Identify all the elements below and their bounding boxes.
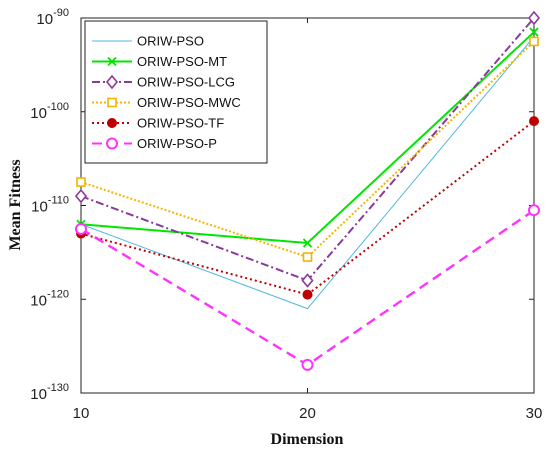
y-tick-exponent: -100: [47, 101, 69, 113]
x-tick-label: 10: [73, 405, 90, 422]
legend-item: ORIW-PSO: [92, 34, 204, 49]
data-point: [527, 10, 541, 26]
series-layer: [74, 10, 541, 371]
series-oriw-pso-p: [75, 204, 540, 371]
data-point: [529, 36, 539, 47]
legend-label: ORIW-PSO-MWC: [137, 95, 241, 110]
x-axis-title: Dimension: [271, 431, 344, 448]
legend-label: ORIW-PSO-MT: [137, 54, 227, 69]
data-point: [528, 204, 540, 217]
legend-label: ORIW-PSO-TF: [137, 116, 224, 131]
data-point: [75, 222, 87, 235]
y-tick-base: 10: [30, 292, 47, 309]
legend-label: ORIW-PSO-P: [137, 136, 217, 151]
data-point: [76, 177, 86, 187]
series-oriw-pso-tf: [76, 116, 539, 300]
y-tick-label: 10-110: [31, 195, 69, 216]
y-tick-base: 10: [31, 199, 48, 216]
axis-ticks: [80, 17, 535, 394]
data-point: [302, 238, 313, 248]
y-axis-title: Mean Fitness: [7, 159, 24, 250]
legend-label: ORIW-PSO-LCG: [137, 75, 235, 90]
legend-marker: [106, 137, 118, 150]
y-tick-label: 10-90: [36, 7, 69, 28]
x-tick-label: 20: [299, 405, 316, 422]
legend-marker: [105, 74, 119, 90]
y-tick-label: 10-130: [30, 382, 69, 403]
series-oriw-pso: [80, 36, 535, 310]
series-oriw-pso-lcg: [74, 10, 541, 288]
data-point: [302, 289, 313, 300]
y-tick-exponent: -110: [48, 195, 69, 207]
x-tick-labels: 10 20 30: [73, 405, 543, 422]
y-tick-label: 10-120: [30, 288, 69, 309]
legend-item: ORIW-PSO-P: [92, 136, 217, 151]
y-tick-base: 10: [30, 386, 47, 403]
legend: ORIW-PSO ORIW-PSO-MT ORIW-PSO-LCG ORIW-PSO-…: [84, 20, 268, 164]
y-tick-base: 10: [30, 105, 47, 122]
y-tick-exponent: -90: [53, 7, 69, 19]
data-point: [74, 188, 88, 204]
series-oriw-pso-mwc: [76, 36, 539, 262]
series-line: [80, 36, 535, 310]
y-tick-base: 10: [36, 11, 53, 28]
y-tick-label: 10-100: [30, 101, 69, 122]
legend-item: ORIW-PSO-MWC: [92, 95, 241, 110]
data-point: [301, 358, 314, 371]
data-point: [529, 116, 539, 127]
y-tick-exponent: -120: [47, 288, 69, 300]
x-tick-label: 30: [526, 405, 543, 422]
data-point: [301, 273, 314, 288]
legend-marker: [107, 118, 117, 128]
y-tick-exponent: -130: [47, 382, 69, 394]
legend-items: ORIW-PSO ORIW-PSO-MT ORIW-PSO-LCG ORIW-PSO-…: [92, 34, 241, 151]
legend-item: ORIW-PSO-TF: [92, 116, 224, 131]
data-point: [529, 27, 539, 37]
data-point: [302, 252, 313, 262]
legend-marker: [107, 97, 117, 108]
legend-label: ORIW-PSO: [137, 34, 204, 49]
legend-item: ORIW-PSO-LCG: [92, 75, 235, 90]
legend-marker: [107, 56, 117, 67]
legend-item: ORIW-PSO-MT: [92, 54, 227, 69]
